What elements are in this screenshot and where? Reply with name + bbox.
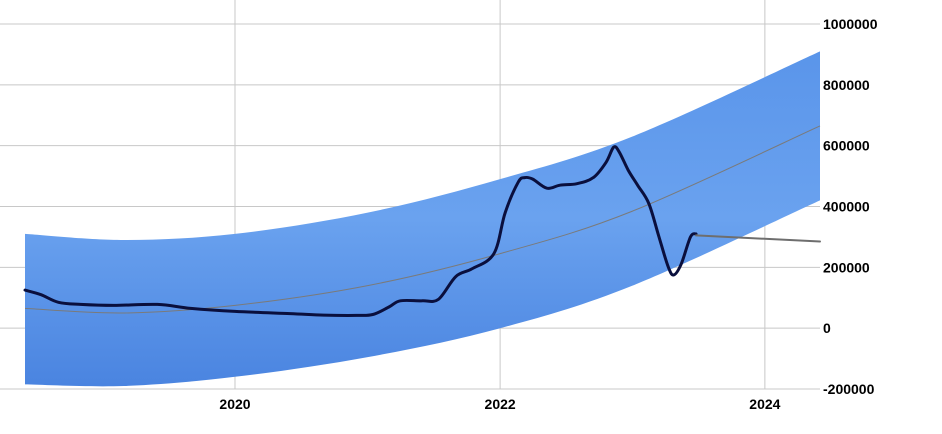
y-axis-ticks: 1000000 800000 600000 400000 200000 0 -200000: [823, 16, 878, 397]
y-tick-label-0: 1000000: [823, 16, 878, 32]
y-tick-label-1: 800000: [823, 77, 870, 93]
series-lines: [23, 145, 821, 317]
x-axis-ticks: 2020 2022 2024: [219, 396, 780, 412]
x-tick-label-2020: 2020: [219, 396, 250, 412]
channel-band: [25, 51, 820, 387]
channel-band-area: [25, 51, 820, 387]
trend-line: [24, 125, 821, 314]
trend-line-path: [24, 125, 821, 314]
price-line: [23, 145, 698, 317]
y-tick-label-3: 400000: [823, 199, 870, 215]
y-tick-label-2: 600000: [823, 138, 870, 154]
y-tick-label-6: -200000: [823, 381, 875, 397]
y-tick-label-4: 200000: [823, 259, 870, 275]
projection-line: [695, 234, 821, 243]
x-tick-label-2024: 2024: [749, 396, 780, 412]
y-tick-label-5: 0: [823, 320, 831, 336]
x-tick-label-2022: 2022: [485, 396, 516, 412]
